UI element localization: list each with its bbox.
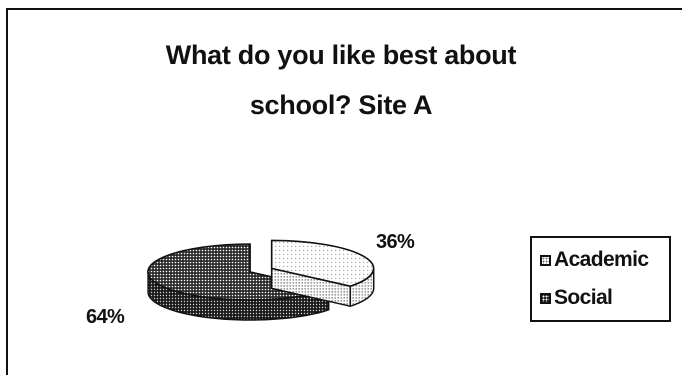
legend-item-academic: Academic: [540, 248, 649, 272]
legend-label-social: Social: [554, 286, 613, 309]
pie-slice-academic: [270, 239, 375, 307]
legend-swatch-social: [540, 292, 551, 304]
legend-item-social: Social: [540, 286, 613, 310]
chart-title-line-2: school? Site A: [249, 90, 433, 120]
pie-label-social: 64%: [86, 306, 125, 328]
legend-swatch-academic: [540, 254, 551, 266]
chart-title-line-1: What do you like best about: [165, 40, 517, 70]
chart-legend: Academic Social: [530, 236, 671, 322]
legend-label-academic: Academic: [554, 248, 649, 271]
pie-label-academic: 36%: [376, 231, 415, 253]
chart-title: What do you like best about school? Site…: [0, 30, 682, 130]
